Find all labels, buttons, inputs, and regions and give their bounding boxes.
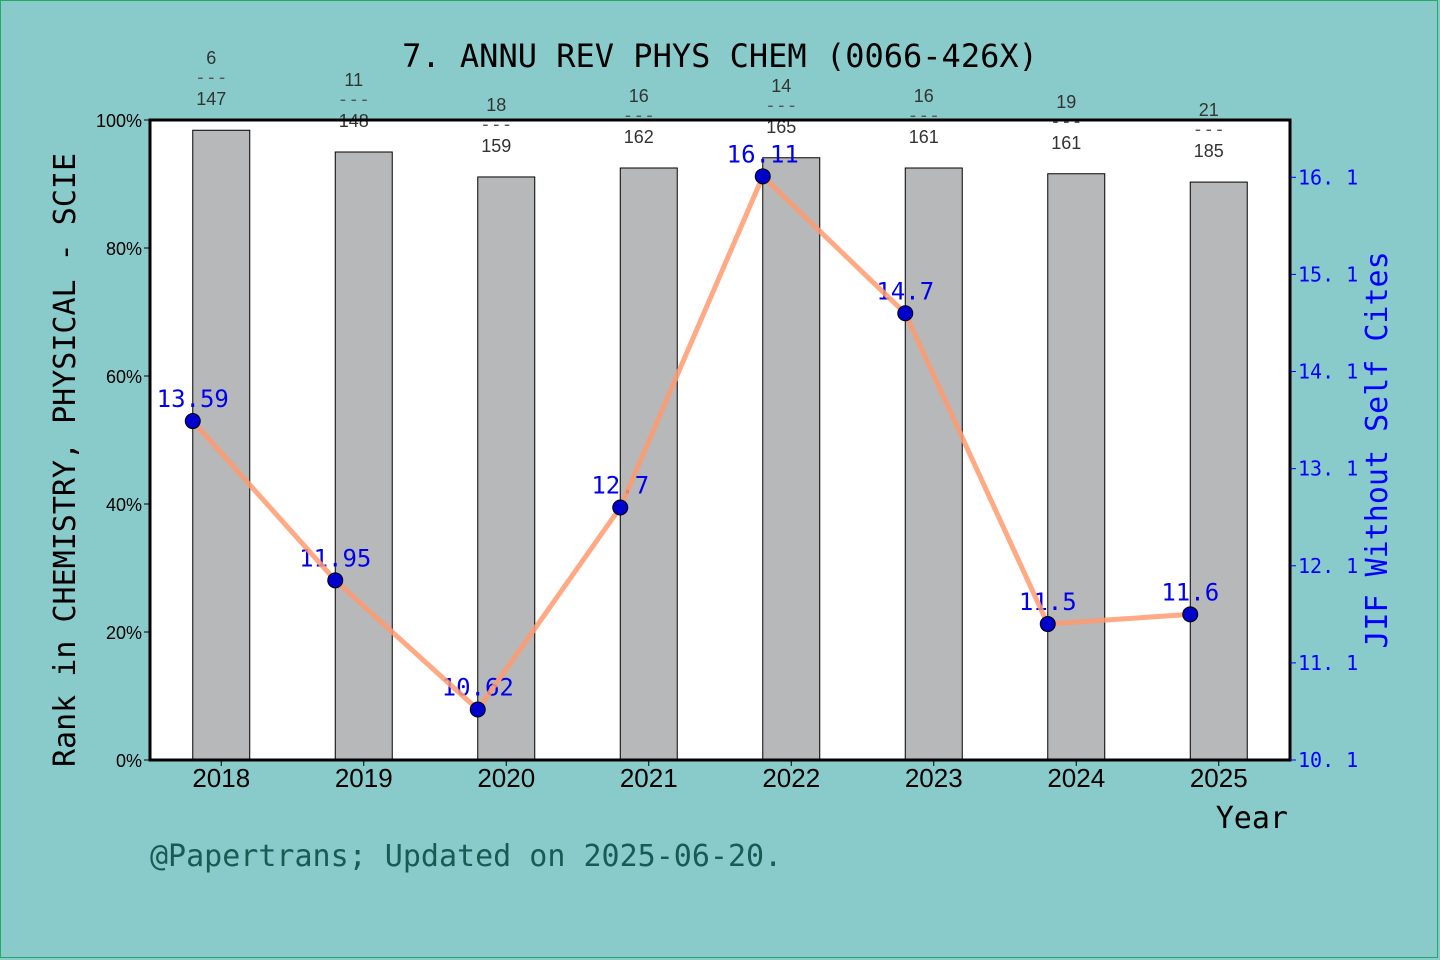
jif-point-2022 — [754, 168, 771, 185]
y-right-tick-label: 13. 1 — [1298, 457, 1358, 481]
rank-divider-2023: --- — [907, 105, 940, 126]
rank-divider-2021: --- — [622, 105, 655, 126]
y-right-tick-label: 10. 1 — [1298, 748, 1358, 772]
jif-point-2019 — [327, 572, 344, 589]
jif-label-2019: 11.95 — [299, 544, 371, 572]
y-right-tick-label: 14. 1 — [1298, 360, 1358, 384]
total-label-2022: 165 — [766, 117, 796, 137]
jif-label-2025: 11.6 — [1161, 578, 1219, 606]
x-tick-label-2020: 2020 — [477, 763, 535, 793]
jif-line-segment — [475, 506, 623, 711]
total-label-2023: 161 — [909, 127, 939, 147]
total-label-2018: 147 — [196, 89, 226, 109]
rank-label-2021: 16 — [629, 86, 649, 106]
jif-label-2021: 12.7 — [591, 471, 649, 499]
jif-line-segment — [902, 312, 1051, 626]
total-label-2021: 162 — [624, 127, 654, 147]
x-tick-label-2024: 2024 — [1047, 763, 1105, 793]
rank-divider-2019: --- — [337, 89, 370, 110]
rank-label-2023: 16 — [914, 86, 934, 106]
bar-2022 — [762, 157, 821, 761]
jif-line-segment — [617, 175, 766, 509]
y-left-tick-label: 20% — [106, 623, 142, 643]
y-left-tick-label: 80% — [106, 239, 142, 259]
jif-line-segment — [333, 578, 480, 712]
y-left-tick-label: 60% — [106, 367, 142, 387]
rank-divider-2025: --- — [1192, 119, 1225, 140]
right-axis-label: JIF Without Self Cites — [1360, 251, 1395, 648]
y-left-tick-label: 0% — [116, 751, 142, 771]
bar-2024 — [1047, 173, 1106, 761]
bar-2025 — [1189, 181, 1248, 761]
chart-title: 7. ANNU REV PHYS CHEM (0066-426X) — [402, 37, 1038, 75]
jif-point-2025 — [1182, 606, 1199, 623]
y-left-tick-label: 40% — [106, 495, 142, 515]
bar-2023 — [904, 167, 963, 761]
total-label-2020: 159 — [481, 136, 511, 156]
rank-divider-2022: --- — [765, 95, 798, 116]
rank-label-2024: 19 — [1056, 92, 1076, 112]
y-right-tick-label: 16. 1 — [1298, 165, 1358, 189]
rank-divider-2018: --- — [195, 67, 228, 88]
x-tick-label-2023: 2023 — [905, 763, 963, 793]
jif-point-2020 — [469, 701, 486, 718]
jif-line-segment — [761, 174, 907, 316]
y-right-tick-label: 11. 1 — [1298, 651, 1358, 675]
total-label-2024: 161 — [1051, 133, 1081, 153]
total-label-2025: 185 — [1194, 141, 1224, 161]
x-tick-label-2025: 2025 — [1190, 763, 1248, 793]
rank-label-2019: 11 — [344, 70, 363, 90]
y-left-tick-label: 100% — [96, 111, 142, 131]
bar-2021 — [619, 167, 678, 761]
y-right-tick-label: 12. 1 — [1298, 554, 1358, 578]
x-tick-label-2022: 2022 — [762, 763, 820, 793]
y-right-tick-label: 15. 1 — [1298, 262, 1358, 286]
footer-credit: @Papertrans; Updated on 2025-06-20. — [150, 839, 782, 874]
x-axis-label: Year — [1216, 801, 1288, 836]
jif-line-segment — [190, 419, 338, 583]
jif-point-2024 — [1039, 616, 1056, 633]
x-tick-label-2019: 2019 — [335, 763, 393, 793]
left-axis-label: Rank in CHEMISTRY, PHYSICAL - SCIE — [48, 153, 83, 767]
rank-label-2020: 18 — [486, 95, 506, 115]
x-tick-label-2021: 2021 — [620, 763, 678, 793]
plot-area — [150, 120, 1290, 760]
bar-2018 — [192, 129, 251, 761]
x-tick-label-2018: 2018 — [192, 763, 250, 793]
rank-label-2022: 14 — [771, 76, 791, 96]
jif-point-2021 — [612, 499, 629, 516]
rank-divider-2020: --- — [480, 114, 513, 135]
jif-label-2018: 13.59 — [157, 385, 229, 413]
jif-label-2022: 16.11 — [727, 140, 799, 168]
jif-line-segment — [1047, 611, 1191, 627]
jif-label-2024: 11.5 — [1019, 588, 1077, 616]
jif-label-2023: 14.7 — [876, 277, 934, 305]
jif-point-2018 — [184, 413, 201, 430]
rank-label-2018: 6 — [206, 48, 216, 68]
plot-border — [148, 118, 1292, 762]
bar-2019 — [334, 151, 393, 761]
rank-label-2025: 21 — [1199, 100, 1219, 120]
jif-point-2023 — [897, 305, 914, 322]
bar-2020 — [477, 176, 536, 761]
